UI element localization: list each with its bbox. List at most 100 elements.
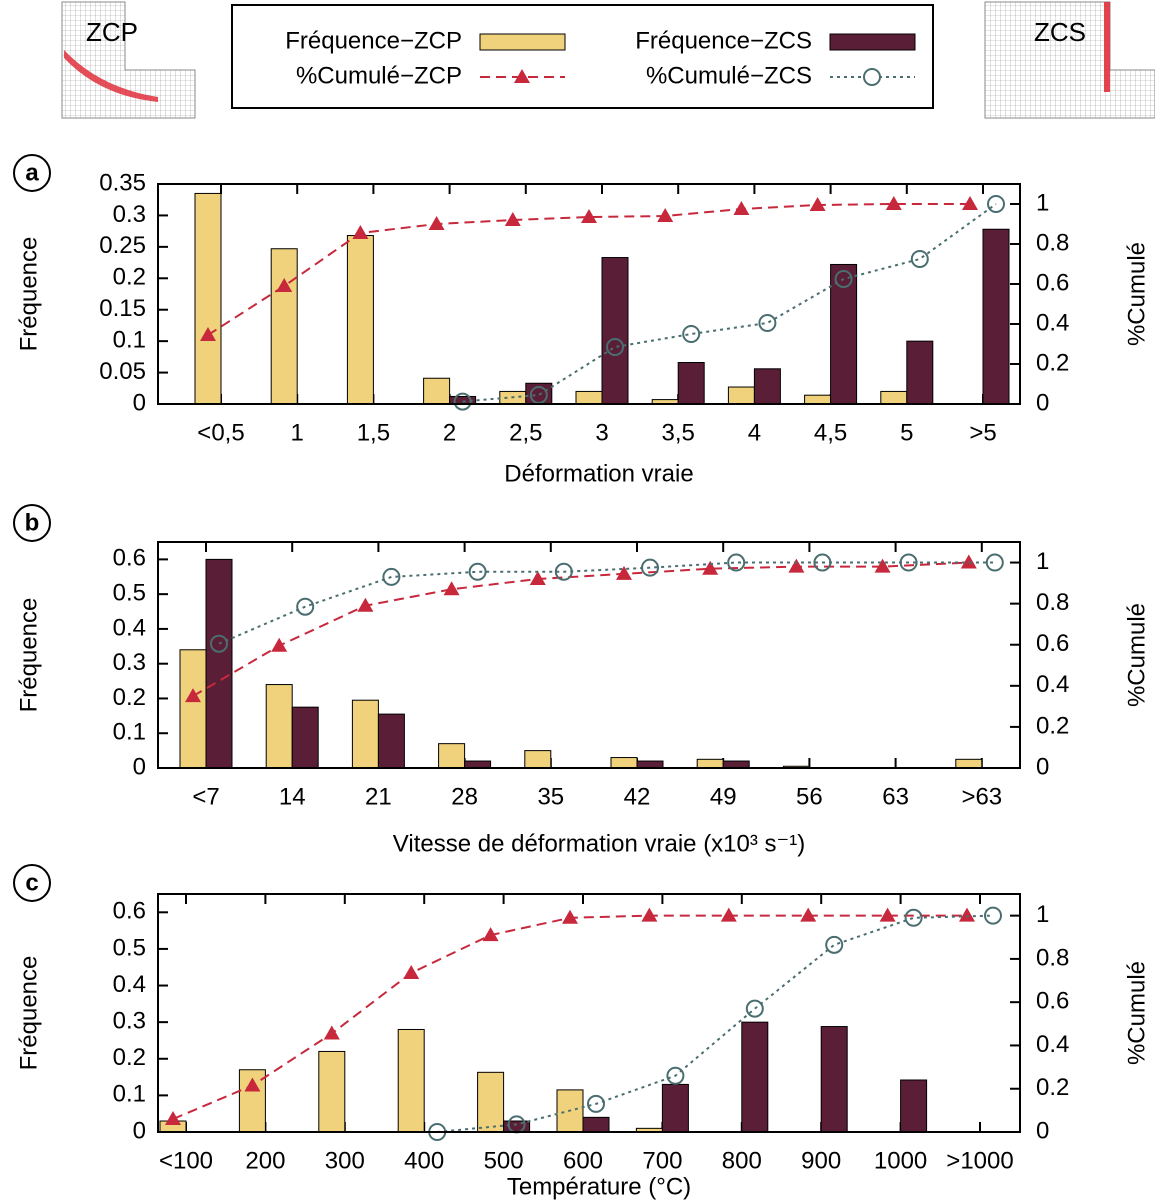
bar: [830, 263, 858, 405]
y-tick-label: 0.15: [99, 295, 146, 322]
plot-frame: [157, 541, 1021, 769]
bar: [524, 750, 552, 769]
marker: [985, 553, 1004, 572]
line: [172, 914, 967, 1120]
marker: [357, 597, 374, 612]
y-tick-label: 0.2: [113, 1044, 146, 1071]
x-tick-label: 1: [291, 419, 304, 446]
x-axis-label: Température (°C): [507, 1173, 691, 1200]
x-tick-label: <100: [159, 1147, 213, 1174]
marker: [885, 196, 902, 210]
bar: [722, 760, 750, 769]
marker: [468, 562, 487, 581]
y-tick-label: 0.3: [113, 1007, 146, 1034]
x-tick-label: 35: [537, 783, 564, 810]
x-tick-label: >63: [961, 783, 1002, 810]
marker: [657, 208, 674, 222]
marker: [554, 562, 573, 581]
y2-tick-label: 1: [1036, 189, 1049, 216]
bar: [677, 362, 705, 405]
marker: [606, 338, 624, 356]
marker: [200, 327, 216, 341]
y2-tick-label: 0.4: [1036, 1031, 1069, 1058]
y-tick-label: 0.05: [99, 358, 146, 385]
marker: [879, 907, 896, 922]
y2-axis-label: %Cumulé: [1123, 603, 1150, 707]
marker: [616, 565, 632, 580]
legend-swatch: [829, 33, 916, 51]
x-tick-label: 200: [245, 1147, 285, 1174]
x-tick-label: 300: [325, 1147, 365, 1174]
y2-tick-label: 0.2: [1036, 1074, 1069, 1101]
y2-tick-label: 0: [1036, 753, 1049, 780]
bar: [610, 757, 638, 769]
x-tick-label: 42: [624, 783, 651, 810]
x-axis-label: Déformation vraie: [504, 460, 693, 487]
x-tick-label: 63: [882, 783, 909, 810]
marker: [727, 553, 746, 572]
marker: [800, 907, 817, 922]
inset-zcp: ZCP: [61, 1, 196, 119]
y-axis-label: Fréquence: [15, 956, 42, 1071]
panel-badge: [13, 154, 51, 192]
y2-tick-label: 0.2: [1036, 712, 1069, 739]
y-tick-label: 0.4: [113, 971, 146, 998]
marker: [185, 688, 201, 703]
line: [437, 914, 994, 1133]
marker: [959, 907, 975, 922]
bar: [464, 760, 492, 769]
panel-label: c: [25, 869, 38, 896]
y-tick-label: 0.4: [113, 614, 146, 641]
y2-axis-label: %Cumulé: [1123, 242, 1150, 346]
marker: [382, 567, 401, 586]
legend-label: %Cumulé−ZCP: [296, 62, 462, 89]
marker: [482, 927, 499, 942]
x-tick-label: >1000: [946, 1147, 1013, 1174]
marker: [587, 1094, 605, 1113]
marker: [809, 197, 826, 211]
y-tick-label: 0.6: [113, 898, 146, 925]
y2-tick-label: 0.6: [1036, 269, 1069, 296]
bar: [205, 558, 233, 769]
marker: [720, 907, 737, 922]
bar: [696, 758, 724, 769]
y2-tick-label: 1: [1036, 901, 1049, 928]
bar: [820, 1026, 848, 1133]
x-tick-label: 21: [365, 783, 392, 810]
bar: [291, 706, 319, 769]
marker: [641, 558, 659, 577]
line: [207, 203, 970, 336]
legend-box: [231, 4, 934, 109]
bar: [556, 1089, 584, 1133]
legend-label: Fréquence−ZCS: [635, 27, 812, 54]
x-tick-label: 400: [404, 1147, 444, 1174]
x-tick-label: 500: [484, 1147, 524, 1174]
bar: [377, 713, 405, 769]
legend-marker: [863, 68, 881, 86]
marker: [504, 212, 521, 226]
marker: [666, 1066, 685, 1085]
y2-tick-label: 0: [1036, 389, 1049, 416]
marker: [682, 325, 701, 343]
bar: [601, 257, 629, 405]
marker: [210, 634, 228, 653]
bar: [900, 1079, 928, 1133]
y2-tick-label: 0.6: [1036, 630, 1069, 657]
marker: [904, 908, 923, 927]
marker: [453, 392, 472, 411]
y-tick-label: 0.1: [113, 1081, 146, 1108]
marker: [581, 209, 597, 223]
y2-tick-label: 1: [1036, 548, 1049, 575]
y-axis-label: Fréquence: [15, 598, 42, 713]
plot-frame: [157, 183, 1021, 405]
x-tick-label: 4: [748, 419, 761, 446]
line: [218, 561, 995, 645]
marker: [276, 278, 293, 292]
inset-label: ZCP: [86, 17, 138, 47]
panel-badge: [13, 864, 51, 902]
x-tick-label: 14: [279, 783, 306, 810]
x-tick-label: 600: [563, 1147, 603, 1174]
y2-tick-label: 0.8: [1036, 944, 1069, 971]
legend-marker: [514, 69, 530, 83]
